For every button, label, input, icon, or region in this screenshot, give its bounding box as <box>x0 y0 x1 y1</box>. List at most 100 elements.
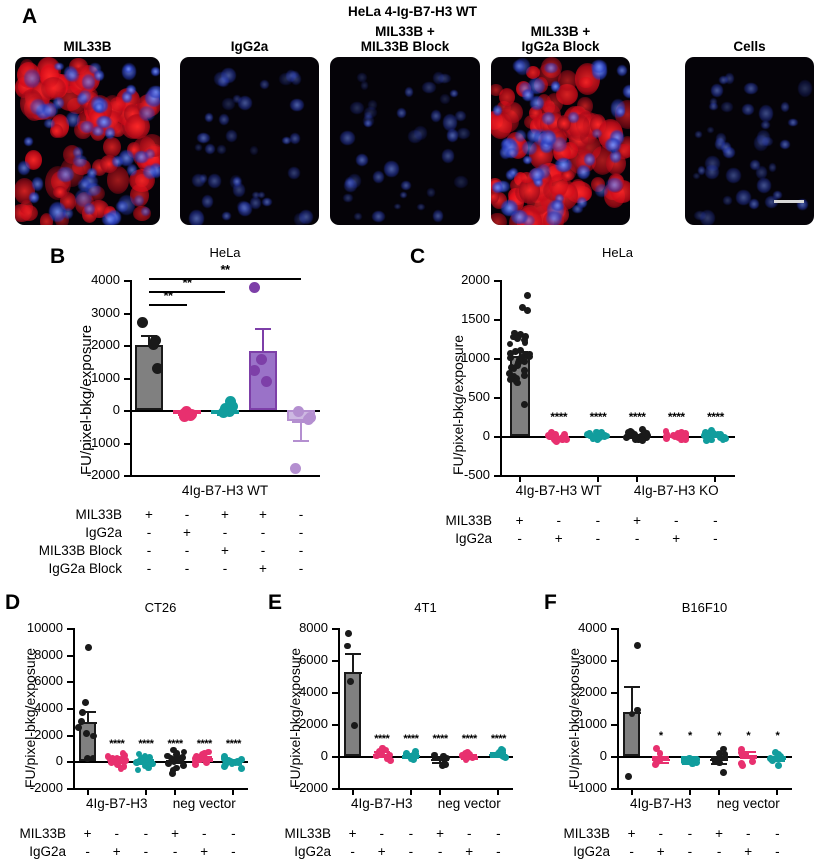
cell-nucleus <box>95 115 112 129</box>
y-tick <box>124 280 130 282</box>
data-point <box>135 750 143 758</box>
micro-label-line: MIL33B + <box>375 24 435 39</box>
micro-label-line: MIL33B Block <box>360 38 450 54</box>
cell-nucleus <box>357 72 367 83</box>
data-point <box>217 407 229 419</box>
error-bar-mean-cap <box>431 758 450 761</box>
cell-nucleus <box>709 102 719 111</box>
data-point <box>553 438 561 445</box>
data-point <box>121 751 128 759</box>
data-point <box>222 757 230 765</box>
condition-value: + <box>436 826 445 841</box>
panel-e-letter: E <box>268 591 283 614</box>
y-tick <box>124 475 130 477</box>
data-point <box>509 333 517 341</box>
cell-nucleus <box>260 79 270 89</box>
cell-nucleus <box>522 156 532 164</box>
cell-nucleus <box>92 125 105 136</box>
micro-label-line: MIL33B + <box>530 24 591 39</box>
group-tick <box>351 788 354 795</box>
y-tick <box>494 397 500 399</box>
y-tick <box>611 724 617 726</box>
data-point <box>775 761 783 769</box>
cell-nucleus <box>709 97 718 107</box>
cell-nucleus <box>591 128 603 139</box>
data-point <box>494 750 501 758</box>
cell-nucleus <box>222 212 231 220</box>
y-tick-label: 2000 <box>299 716 328 731</box>
data-point <box>625 429 632 437</box>
data-point <box>90 732 98 740</box>
cell-nucleus <box>364 111 372 120</box>
x-axis-spine-b <box>130 475 320 477</box>
data-point <box>144 755 152 763</box>
group-label: 4Ig-B7-H3 <box>350 796 413 811</box>
condition-value: - <box>556 513 562 528</box>
data-point <box>231 759 239 766</box>
zero-baseline-f <box>617 756 792 758</box>
condition-value: - <box>298 507 304 522</box>
cell-nucleus <box>756 177 772 193</box>
cell-nucleus <box>432 72 444 85</box>
condition-row-label: IgG2a <box>573 844 610 859</box>
data-point <box>680 757 688 765</box>
cell-nucleus <box>769 162 777 172</box>
cell-nucleus <box>189 209 204 225</box>
cell-nucleus <box>555 158 572 172</box>
condition-value: - <box>350 844 355 859</box>
cell-nucleus <box>568 111 579 124</box>
condition-value: - <box>184 543 190 558</box>
cell-nucleus <box>194 144 203 151</box>
data-point <box>631 431 639 438</box>
data-point <box>347 678 355 685</box>
cell-nucleus <box>44 119 55 128</box>
condition-value: - <box>437 844 443 859</box>
cell-nucleus <box>756 165 768 180</box>
group-tick <box>518 475 521 482</box>
condition-table-e: MIL33B + - - + - - IgG2a - + - - + - <box>0 826 824 862</box>
cell-membrane-blob <box>556 115 571 133</box>
cell-nucleus <box>219 113 230 125</box>
cell-nucleus <box>439 94 450 105</box>
cell-nucleus <box>79 90 91 104</box>
condition-value: + <box>515 513 524 528</box>
cell-nucleus <box>360 81 369 91</box>
data-point <box>468 754 476 761</box>
condition-value: + <box>672 531 681 546</box>
significance-marker: **** <box>138 737 154 750</box>
cell-nucleus <box>105 127 116 140</box>
y-tick-label: 500 <box>468 389 490 404</box>
error-bar-mean-cap <box>78 721 97 724</box>
significance-bracket-line <box>149 278 301 280</box>
data-point <box>720 768 728 776</box>
cell-nucleus <box>508 167 518 177</box>
condition-value: - <box>231 844 236 859</box>
y-tick-label: 2000 <box>578 684 607 699</box>
data-point <box>430 751 438 759</box>
cell-nucleus <box>94 102 105 114</box>
data-point <box>721 751 729 759</box>
data-point <box>147 338 159 350</box>
cell-nucleus <box>528 77 545 94</box>
cell-nucleus <box>142 164 157 180</box>
zero-baseline-d <box>73 761 248 764</box>
group-tick <box>232 788 235 795</box>
error-bar-cap <box>79 710 96 713</box>
cell-nucleus <box>576 196 588 208</box>
cell-nucleus <box>772 190 783 199</box>
group-tick <box>596 475 599 482</box>
cell-nucleus <box>340 130 355 145</box>
micro-label-line: MIL33B <box>63 39 112 54</box>
cell-nucleus <box>208 174 221 188</box>
cell-membrane-blob <box>579 76 593 88</box>
condition-value: - <box>629 844 634 859</box>
cell-nucleus <box>720 141 731 153</box>
condition-value: - <box>298 561 304 576</box>
data-point <box>681 430 689 438</box>
cell-nucleus <box>102 213 117 225</box>
cell-nucleus <box>138 106 155 122</box>
cell-membrane-blob <box>491 212 507 225</box>
condition-value: - <box>184 561 190 576</box>
